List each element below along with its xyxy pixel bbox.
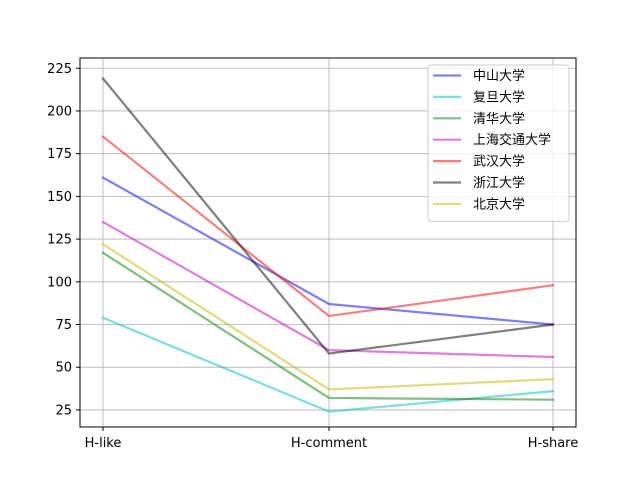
- plot-frame: [79, 57, 577, 428]
- series-line-7: [101, 242, 555, 391]
- series-line-1: [101, 176, 555, 326]
- y-tick-label: 175: [47, 147, 72, 162]
- legend-label: 上海交通大学: [473, 132, 551, 148]
- legend-box: [427, 64, 570, 222]
- y-tick-label: 75: [55, 318, 72, 333]
- y-tick-label: 200: [47, 104, 72, 119]
- legend-label: 武汉大学: [473, 154, 525, 170]
- series-line-6: [101, 76, 555, 355]
- series-line-4: [101, 220, 555, 359]
- y-tick-label: 100: [47, 275, 72, 290]
- series-line-3: [101, 251, 555, 401]
- series-lines: [101, 76, 555, 413]
- series-line-2: [101, 316, 555, 413]
- y-tick-label: 150: [47, 190, 72, 205]
- y-tick-label: 125: [47, 233, 72, 248]
- y-axis: 25 50 75 100 125 150 175 200 225: [47, 62, 80, 418]
- y-tick-label: 25: [55, 403, 72, 418]
- legend-label: 浙江大学: [473, 175, 525, 191]
- x-tick-label: H-like: [85, 436, 122, 451]
- x-axis: H-like H-comment H-share: [85, 427, 579, 451]
- legend-label: 复旦大学: [473, 89, 525, 105]
- legend-label: 北京大学: [473, 196, 525, 212]
- legend-label: 清华大学: [473, 111, 525, 127]
- legend-label: 中山大学: [473, 68, 525, 84]
- y-tick-label: 50: [55, 361, 72, 376]
- x-tick-label: H-share: [528, 436, 579, 451]
- x-tick-label: H-comment: [291, 436, 367, 451]
- y-tick-label: 225: [47, 62, 72, 77]
- series-line-5: [101, 135, 555, 318]
